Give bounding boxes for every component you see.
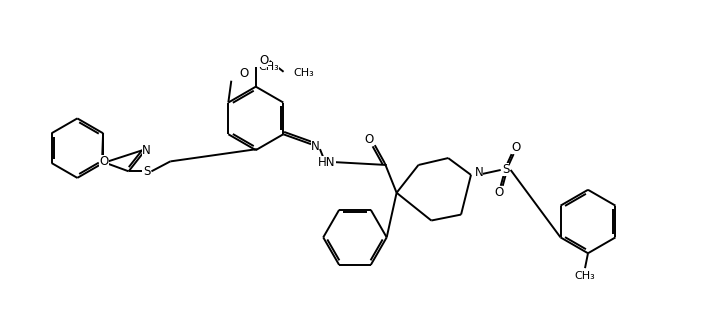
Text: N: N xyxy=(311,140,319,153)
Text: O: O xyxy=(511,141,520,154)
Text: S: S xyxy=(502,163,510,177)
Text: CH₃: CH₃ xyxy=(258,62,279,72)
Text: N: N xyxy=(475,166,483,180)
Text: O: O xyxy=(239,67,249,80)
Text: N: N xyxy=(142,144,150,156)
Text: O: O xyxy=(364,133,373,146)
Text: O: O xyxy=(259,54,268,67)
Text: O: O xyxy=(100,155,109,168)
Text: S: S xyxy=(143,165,150,178)
Text: CH₃: CH₃ xyxy=(293,68,314,78)
Text: HN: HN xyxy=(318,155,336,169)
Text: CH₃: CH₃ xyxy=(575,271,595,281)
Text: O: O xyxy=(494,186,503,199)
